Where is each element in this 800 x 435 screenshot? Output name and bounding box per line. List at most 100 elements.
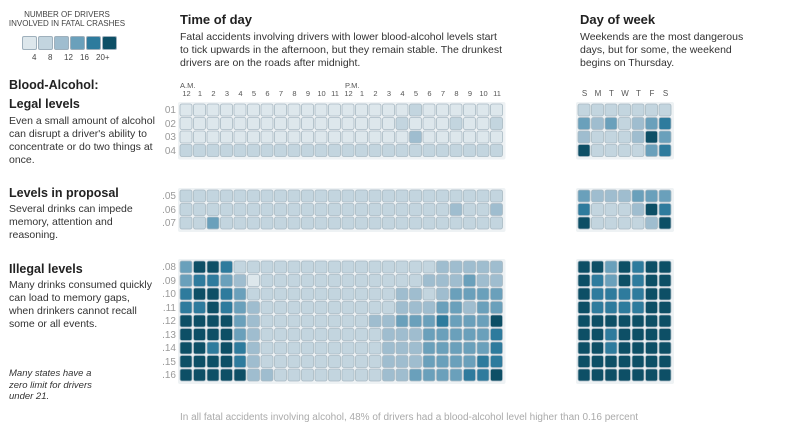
row-label: 02 (164, 118, 176, 130)
day-cell (631, 287, 645, 301)
hour-cell (287, 368, 301, 382)
hour-cell (490, 260, 503, 274)
hour-cell (247, 216, 260, 230)
hour-cell (260, 328, 274, 341)
hour-cell (395, 130, 409, 144)
legend-label: 20+ (96, 53, 110, 62)
hour-cell (409, 189, 422, 203)
day-cell (604, 216, 618, 230)
day-cell (645, 189, 658, 203)
hour-cell (409, 117, 422, 130)
day-cell (591, 301, 604, 314)
hour-tick-label: 4 (238, 89, 243, 98)
hour-cell (220, 144, 233, 157)
hour-tick-label: 2 (373, 89, 378, 98)
hour-cell (436, 260, 449, 274)
day-cell (604, 287, 618, 301)
hour-cell (260, 341, 274, 355)
hour-cell (179, 203, 193, 216)
hour-cell (179, 103, 193, 117)
day-cell (658, 216, 672, 230)
hour-cell (436, 189, 449, 203)
hour-cell (206, 189, 220, 203)
hour-cell (368, 189, 382, 203)
hour-cell (382, 117, 395, 130)
hour-cell (476, 355, 490, 368)
day-cell (631, 130, 645, 144)
hour-cell (436, 287, 449, 301)
hour-tick-label: 8 (292, 89, 297, 98)
day-cell (604, 203, 618, 216)
hour-cell (274, 355, 287, 368)
hour-cell (368, 341, 382, 355)
legend-swatch (38, 36, 53, 50)
hour-cell (409, 355, 422, 368)
hour-cell (206, 314, 220, 328)
hour-cell (449, 314, 463, 328)
hour-cell (287, 103, 301, 117)
hour-cell (193, 328, 206, 341)
day-cell (618, 216, 631, 230)
hour-cell (422, 287, 436, 301)
hour-cell (233, 130, 247, 144)
row-label: 01 (164, 105, 176, 116)
hour-cell (193, 144, 206, 157)
time-of-day-text: Fatal accidents involving drivers with l… (180, 31, 502, 69)
day-cell (645, 103, 658, 117)
hour-cell (193, 274, 206, 287)
hour-cell (247, 130, 260, 144)
hour-cell (382, 368, 395, 382)
day-cell (631, 203, 645, 216)
hour-cell (490, 355, 503, 368)
day-cell (631, 117, 645, 130)
day-cell (591, 189, 604, 203)
hour-cell (422, 260, 436, 274)
hour-cell (193, 103, 206, 117)
hour-cell (382, 203, 395, 216)
hour-cell (341, 368, 355, 382)
day-tick-label: S (581, 89, 588, 98)
hour-cell (341, 216, 355, 230)
hour-cell (368, 274, 382, 287)
legend-swatch (86, 36, 101, 50)
hour-cell (449, 301, 463, 314)
hour-cell (247, 103, 260, 117)
hour-cell (301, 287, 314, 301)
hour-cell (368, 368, 382, 382)
hour-cell (301, 314, 314, 328)
row-label: .06 (162, 204, 176, 216)
hour-tick-label: 6 (427, 89, 432, 98)
hour-cell (476, 216, 490, 230)
hour-cell (314, 287, 328, 301)
hour-cell (490, 103, 503, 117)
hour-cell (287, 216, 301, 230)
day-cell (577, 189, 591, 203)
hour-cell (220, 260, 233, 274)
hour-cell (301, 203, 314, 216)
hour-cell (355, 355, 368, 368)
day-cell (577, 301, 591, 314)
hour-cell (287, 274, 301, 287)
hour-tick-label: 12 (344, 89, 353, 98)
hour-cell (314, 117, 328, 130)
hour-cell (328, 287, 341, 301)
row-label: .13 (162, 329, 176, 341)
hour-cell (206, 368, 220, 382)
hour-cell (382, 328, 395, 341)
hour-cell (247, 260, 260, 274)
hour-cell (476, 341, 490, 355)
hour-cell (314, 130, 328, 144)
day-cell (577, 216, 591, 230)
hour-cell (233, 328, 247, 341)
hour-cell (193, 301, 206, 314)
day-cell (645, 260, 658, 274)
day-cell (604, 189, 618, 203)
hour-cell (476, 328, 490, 341)
hour-cell (463, 130, 476, 144)
hour-cell (260, 287, 274, 301)
hour-cell (328, 216, 341, 230)
hour-cell (220, 203, 233, 216)
am-label: A.M. (180, 81, 196, 90)
hour-cell (368, 260, 382, 274)
